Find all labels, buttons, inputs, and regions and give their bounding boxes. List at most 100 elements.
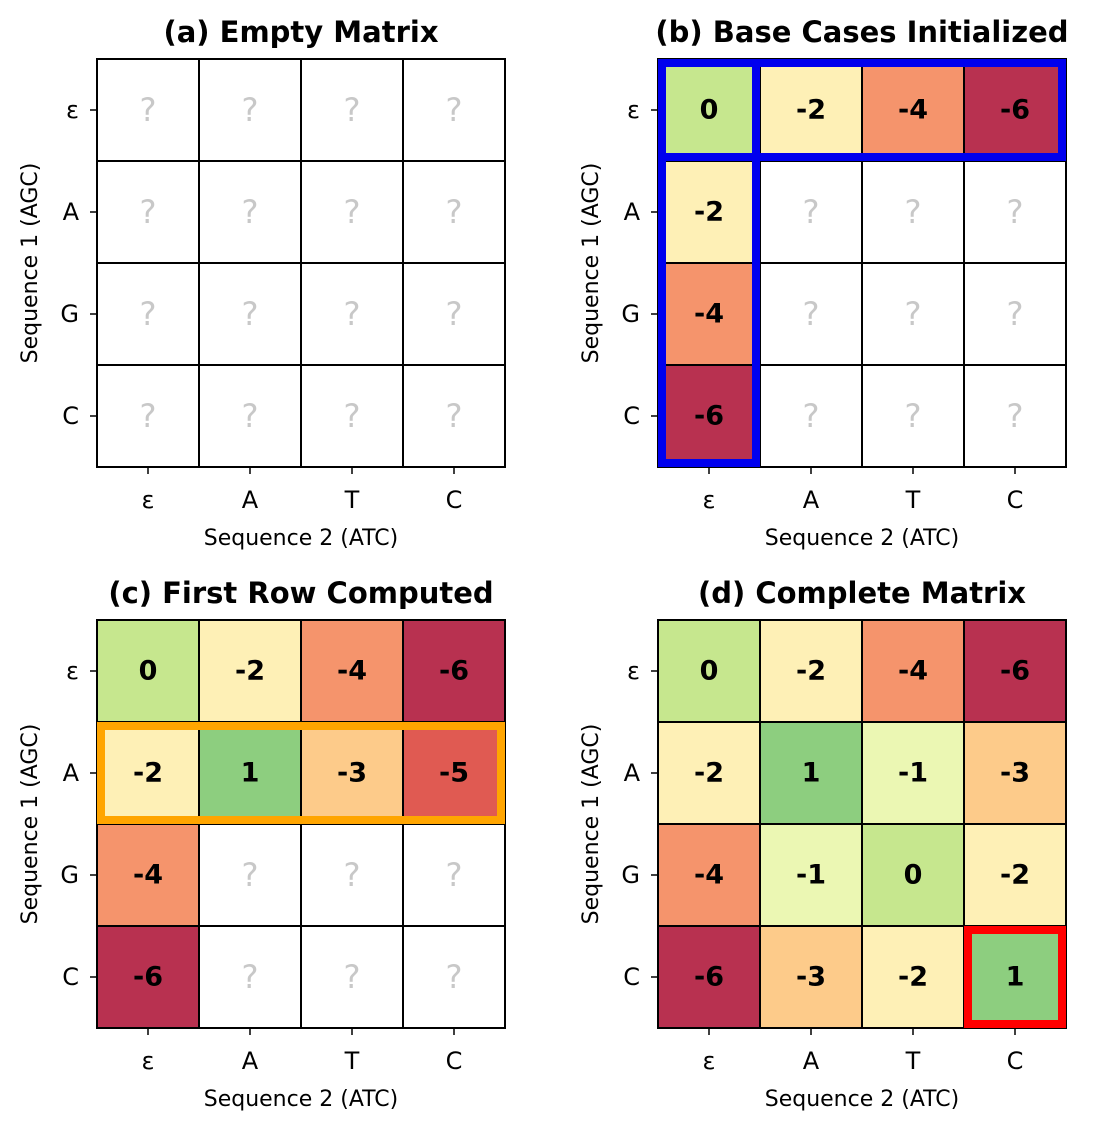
chart-title: (a) Empty Matrix — [163, 15, 438, 49]
x-tick-label: C — [446, 1047, 463, 1075]
cell-unknown-label: ? — [1007, 193, 1024, 231]
x-tick-label: A — [242, 486, 259, 514]
heatmap-cell — [861, 262, 965, 366]
y-tick-label: C — [623, 963, 640, 991]
heatmap-cell — [300, 619, 404, 723]
x-tick-label: C — [446, 486, 463, 514]
cell-unknown-label: ? — [446, 295, 463, 333]
x-tick-label: A — [803, 486, 820, 514]
x-tick-label: T — [905, 1047, 921, 1075]
heatmap-cell — [963, 160, 1067, 264]
y-tick-label: C — [623, 402, 640, 430]
heatmap-cell — [402, 721, 506, 825]
heatmap-cell — [198, 58, 302, 162]
plot-frame — [96, 58, 506, 468]
chart-title: (d) Complete Matrix — [698, 576, 1026, 610]
x-tick-label: T — [344, 486, 360, 514]
heatmap-panel: 0 -2 -4 -6 -2?? ? -4?? ? -6?? ? ε A T Cε A G C (b) Base C… — [579, 15, 1069, 551]
heatmap-cell — [759, 925, 863, 1029]
cell-value-label: -3 — [337, 758, 367, 789]
heatmap-cell — [861, 721, 965, 825]
x-axis-label: Sequence 2 (ATC) — [204, 1087, 399, 1112]
cell-value-label: -4 — [133, 860, 163, 891]
x-tick-label: ε — [142, 1047, 155, 1075]
cell-unknown-label: ? — [344, 91, 361, 129]
cell-value-label: -2 — [796, 95, 826, 126]
heatmap-cell — [300, 823, 404, 927]
cell-value-label: -2 — [898, 962, 928, 993]
cell-value-label: 0 — [700, 656, 719, 687]
y-tick-label: ε — [627, 657, 640, 685]
cell-value-label: -1 — [796, 860, 826, 891]
cell-unknown-label: ? — [446, 397, 463, 435]
cell-unknown-label: ? — [803, 193, 820, 231]
y-tick-label: A — [624, 198, 641, 226]
heatmap-cell — [402, 160, 506, 264]
cell-unknown-label: ? — [242, 397, 259, 435]
chart-title: (b) Base Cases Initialized — [655, 15, 1068, 49]
cell-unknown-label: ? — [344, 193, 361, 231]
cell-unknown-label: ? — [905, 397, 922, 435]
heatmap-cell — [963, 823, 1067, 927]
cell-unknown-label: ? — [446, 193, 463, 231]
highlight-box — [97, 722, 505, 824]
cell-value-label: -2 — [796, 656, 826, 687]
cell-unknown-label: ? — [1007, 397, 1024, 435]
heatmap-cell — [300, 925, 404, 1029]
cell-value-label: -6 — [1000, 656, 1030, 687]
heatmap-cell — [963, 262, 1067, 366]
heatmap-cell — [861, 619, 965, 723]
y-tick-label: C — [62, 402, 79, 430]
y-tick-label: G — [60, 300, 79, 328]
y-axis-label: Sequence 1 (AGC) — [18, 724, 43, 925]
y-axis-label: Sequence 1 (AGC) — [18, 163, 43, 364]
cell-unknown-label: ? — [803, 397, 820, 435]
x-axis-label: Sequence 2 (ATC) — [204, 526, 399, 551]
x-tick-label: ε — [703, 486, 716, 514]
cell-value-label: -4 — [898, 656, 928, 687]
cell-value-label: -5 — [439, 758, 469, 789]
heatmap-panel: 0 -2 -4 -6 -2 1 -3 -5 -4?? ? -6?? ? ε A T Cε A G C (c) Firs… — [18, 576, 506, 1112]
y-tick-label: ε — [66, 657, 79, 685]
cell-value-label: 0 — [904, 860, 923, 891]
cell-value-label: -6 — [1000, 95, 1030, 126]
x-tick-label: A — [242, 1047, 259, 1075]
heatmap-cell — [657, 823, 761, 927]
cell-value-label: -3 — [1000, 758, 1030, 789]
x-tick-label: C — [1007, 486, 1024, 514]
highlight-box — [658, 59, 760, 467]
cell-unknown-label: ? — [1007, 295, 1024, 333]
cell-value-label: -2 — [235, 656, 265, 687]
cell-value-label: -4 — [898, 95, 928, 126]
heatmap-cell — [657, 160, 761, 264]
cell-unknown-label: ? — [140, 91, 157, 129]
heatmap-cell — [657, 58, 761, 162]
cell-value-label: -6 — [133, 962, 163, 993]
x-tick-label: ε — [703, 1047, 716, 1075]
cell-value-label: -2 — [133, 758, 163, 789]
heatmap-panel: 0 -2 -4 -6 -2 1 -1 -3 -4 -1 0 -2 -6 -3 -2 1 ε A T Cε A G C (d) … — [579, 576, 1067, 1112]
cell-value-label: -3 — [796, 962, 826, 993]
y-tick-label: ε — [627, 96, 640, 124]
heatmap-cell — [759, 262, 863, 366]
heatmap-cell — [198, 364, 302, 468]
plot-frame — [657, 619, 1067, 1029]
cell-value-label: -4 — [694, 299, 724, 330]
cell-unknown-label: ? — [242, 193, 259, 231]
heatmap-cell — [96, 925, 200, 1029]
y-axis-label: Sequence 1 (AGC) — [579, 724, 604, 925]
cell-value-label: -6 — [694, 962, 724, 993]
y-tick-label: C — [62, 963, 79, 991]
heatmap-cell — [963, 619, 1067, 723]
heatmap-cell — [96, 58, 200, 162]
highlight-box — [964, 926, 1066, 1028]
cell-unknown-label: ? — [140, 193, 157, 231]
y-tick-label: A — [624, 759, 641, 787]
x-tick-label: T — [344, 1047, 360, 1075]
cell-value-label: 0 — [700, 95, 719, 126]
heatmap-cell — [759, 58, 863, 162]
heatmap-cell — [402, 364, 506, 468]
cell-value-label: -6 — [694, 401, 724, 432]
cell-unknown-label: ? — [140, 295, 157, 333]
